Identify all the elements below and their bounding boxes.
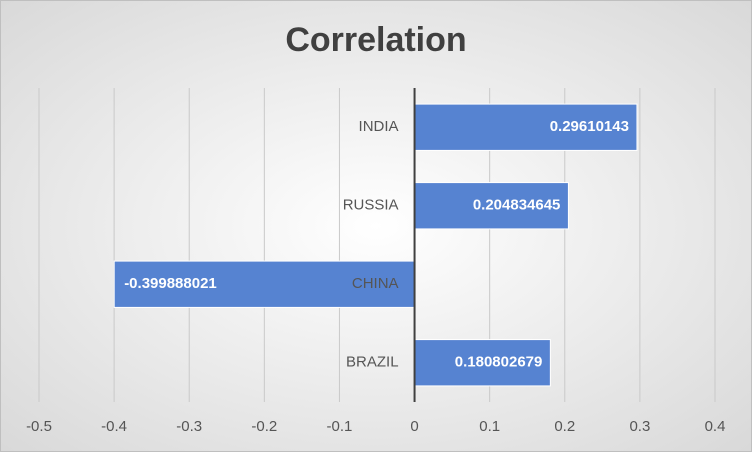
y-tick-label: BRAZIL — [346, 354, 399, 371]
y-tick-label: CHINA — [352, 275, 399, 292]
x-tick-label: -0.4 — [101, 418, 127, 435]
chart-title: Correlation — [285, 21, 466, 59]
x-tick-label: 0 — [410, 418, 418, 435]
y-tick-label: INDIA — [359, 118, 399, 135]
x-tick-label: 0.4 — [705, 418, 726, 435]
y-tick-label: RUSSIA — [343, 197, 399, 214]
x-tick-label: 0.2 — [554, 418, 575, 435]
data-label: 0.180802679 — [455, 354, 543, 371]
x-tick-label: 0.3 — [629, 418, 650, 435]
x-tick-label: -0.5 — [26, 418, 52, 435]
x-tick-label: -0.1 — [327, 418, 353, 435]
data-label: 0.204834645 — [473, 197, 561, 214]
x-tick-label: -0.2 — [251, 418, 277, 435]
bar — [113, 260, 416, 308]
data-label: -0.399888021 — [124, 275, 217, 292]
bars — [113, 88, 638, 402]
x-tick-label: 0.1 — [479, 418, 500, 435]
x-tick-label: -0.3 — [176, 418, 202, 435]
labels: -0.5 -0.4 -0.3 -0.2 -0.1 0 0.1 0.2 0.3 0.4 0.29610… — [26, 118, 725, 435]
bar — [414, 103, 638, 151]
data-label: 0.29610143 — [550, 118, 629, 135]
